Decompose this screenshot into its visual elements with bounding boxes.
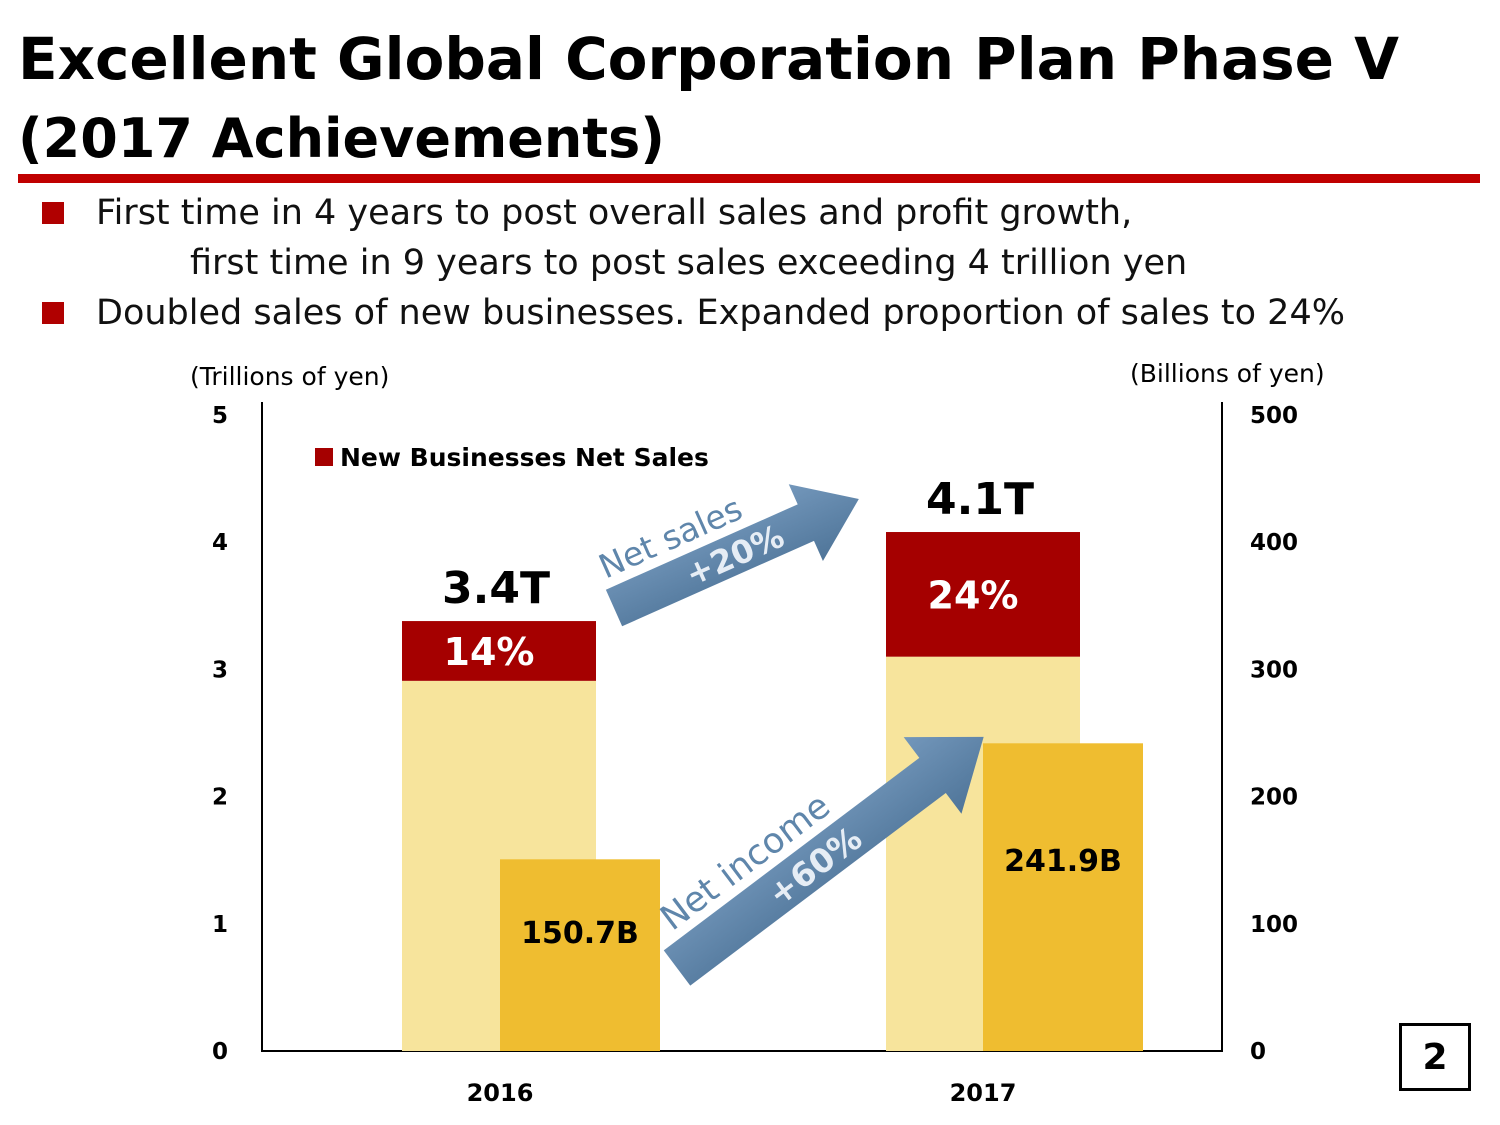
page-title: Excellent Global Corporation Plan Phase … bbox=[18, 25, 1400, 93]
category-label-2017: 2017 bbox=[950, 1079, 1017, 1107]
title-divider bbox=[18, 174, 1480, 183]
net-income-bar-2016 bbox=[500, 859, 660, 1051]
total-sales-label-2016: 3.4T bbox=[442, 563, 550, 614]
new-business-bar-2016 bbox=[402, 621, 596, 681]
right-tick-label: 400 bbox=[1250, 530, 1298, 556]
net-income-bars bbox=[500, 743, 1143, 1051]
legend-label: New Businesses Net Sales bbox=[340, 443, 709, 472]
right-tick-label: 200 bbox=[1250, 785, 1298, 811]
net-sales-arrow-shape bbox=[605, 484, 859, 627]
right-axis-ticks: 0 100 200 300 400 500 bbox=[1250, 403, 1298, 1065]
bullet-2-line-1: Doubled sales of new businesses. Expande… bbox=[96, 293, 1345, 333]
left-tick-label: 3 bbox=[212, 657, 228, 683]
legend-swatch bbox=[315, 448, 333, 466]
new-business-share-2017: 24% bbox=[928, 573, 1019, 617]
left-tick-label: 2 bbox=[212, 785, 228, 811]
left-tick-label: 5 bbox=[212, 403, 228, 429]
net-income-label-2016: 150.7B bbox=[521, 916, 639, 951]
left-axis-label: (Trillions of yen) bbox=[190, 362, 389, 391]
net-income-arrow-shape bbox=[663, 736, 984, 986]
bullet-marker-1 bbox=[42, 202, 64, 224]
category-label-2016: 2016 bbox=[467, 1079, 534, 1107]
bullet-1-line-1: First time in 4 years to post overall sa… bbox=[96, 193, 1133, 233]
right-tick-label: 300 bbox=[1250, 657, 1298, 683]
left-tick-label: 0 bbox=[212, 1039, 228, 1065]
right-axis-label: (Billions of yen) bbox=[1130, 359, 1325, 388]
net-income-bar-2017 bbox=[983, 743, 1143, 1051]
right-tick-label: 500 bbox=[1250, 403, 1298, 429]
bullet-1-line-2: first time in 9 years to post sales exce… bbox=[190, 243, 1188, 283]
new-business-bar-2017 bbox=[886, 532, 1080, 657]
left-axis-ticks: 0 1 2 3 4 5 bbox=[212, 403, 228, 1065]
bullet-marker-2 bbox=[42, 302, 64, 324]
net-sales-growth-arrow: Net sales +20% bbox=[593, 484, 859, 627]
left-tick-label: 1 bbox=[212, 912, 228, 938]
new-business-share-2016: 14% bbox=[444, 630, 535, 674]
right-tick-label: 0 bbox=[1250, 1039, 1266, 1065]
page-subtitle: (2017 Achievements) bbox=[18, 107, 665, 170]
net-income-label-2017: 241.9B bbox=[1004, 844, 1122, 879]
left-tick-label: 4 bbox=[212, 530, 228, 556]
right-tick-label: 100 bbox=[1250, 912, 1298, 938]
page-number: 2 bbox=[1399, 1023, 1471, 1091]
total-sales-label-2017: 4.1T bbox=[926, 474, 1034, 525]
